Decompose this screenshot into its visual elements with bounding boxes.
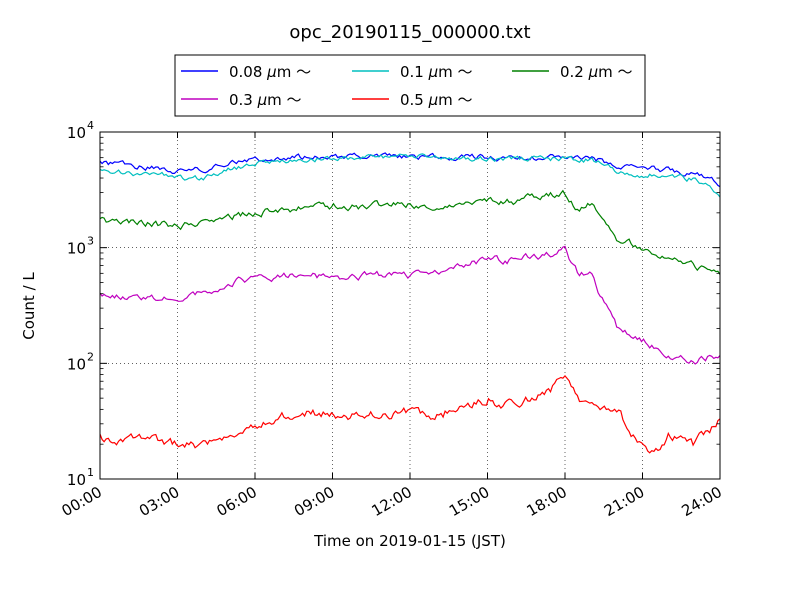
x-tick-label: 15:00 [446,483,492,520]
legend-mu: μ [266,63,277,81]
legend-mu: μ [257,91,268,109]
grid-lines [100,132,720,479]
y-tick-label: 10 [67,240,86,258]
legend-unit: m ～ [598,63,632,81]
series-lines [99,152,721,454]
series-line [99,245,721,365]
x-tick-label: 03:00 [136,483,182,520]
legend-box [174,54,646,117]
x-tick-label: 18:00 [524,483,570,520]
legend-entry: 0.08 μm ～ [229,63,311,81]
y-tick-exponent: 3 [87,235,94,248]
series-line [99,374,721,454]
chart-title: opc_20190115_000000.txt [289,22,530,43]
y-tick-label: 10 [67,471,86,489]
legend-entry: 0.1 μm ～ [400,63,473,81]
legend-mu: μ [588,63,599,81]
series-line [99,189,721,275]
legend-entry: 0.5 μm ～ [400,91,473,109]
legend-unit: m ～ [438,91,472,109]
x-tick-label: 21:00 [601,483,647,520]
y-tick-exponent: 4 [87,119,94,132]
legend-size: 0.3 [229,91,258,109]
legend-unit: m ～ [277,63,311,81]
legend-size: 0.2 [560,63,589,81]
x-tick-label: 24:00 [679,483,725,520]
legend-mu: μ [428,63,439,81]
y-tick-label: 10 [67,124,86,142]
y-tick-exponent: 2 [87,350,94,363]
legend-mu: μ [428,91,439,109]
y-axis-label: Count / L [20,272,38,340]
legend-size: 0.1 [400,63,429,81]
legend-entry: 0.2 μm ～ [560,63,633,81]
x-tick-label: 12:00 [369,483,415,520]
legend-size: 0.5 [400,91,429,109]
series-line [99,152,721,188]
axis-ticks: 00:00 03:00 06:00 09:00 12:00 15:00 18:00 21:00… [59,119,725,520]
legend-unit: m ～ [267,91,301,109]
legend-entry: 0.3 μm ～ [229,91,302,109]
x-axis-label: Time on 2019-01-15 (JST) [313,532,506,550]
x-tick-label: 09:00 [291,483,337,520]
series-line [99,153,721,198]
legend-size: 0.08 [229,63,267,81]
y-tick-label: 10 [67,355,86,373]
y-tick-exponent: 1 [87,466,94,479]
legend-unit: m ～ [438,63,472,81]
legend: 0.08 μm ～ 0.1 μm ～ 0.2 μm ～0.3 μm ～ 0.5 μm … [174,54,646,117]
x-tick-label: 06:00 [214,483,260,520]
